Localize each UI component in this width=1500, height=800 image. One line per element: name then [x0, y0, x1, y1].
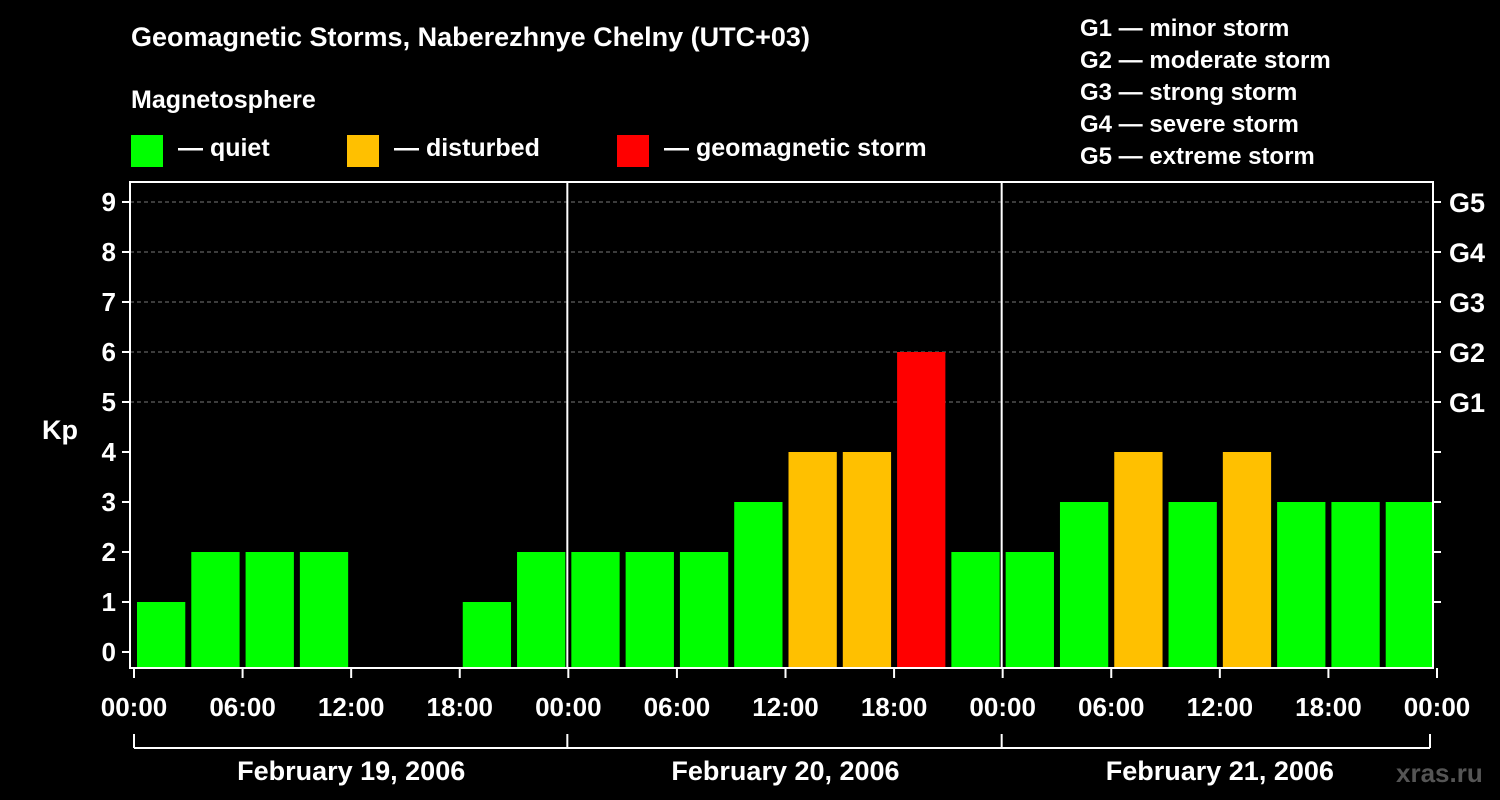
kp-bar — [842, 452, 892, 668]
kp-bar — [1059, 502, 1109, 668]
x-tick-label: 18:00 — [1295, 692, 1362, 722]
g-level-label: G3 — [1449, 288, 1485, 318]
legend-swatch-storm — [617, 135, 649, 167]
x-tick-label: 06:00 — [1078, 692, 1145, 722]
day-label: February 21, 2006 — [1106, 756, 1334, 786]
x-tick-label: 12:00 — [1187, 692, 1254, 722]
watermark: xras.ru — [1396, 758, 1483, 788]
y-tick-label: 3 — [102, 487, 116, 517]
x-tick-label: 06:00 — [644, 692, 711, 722]
x-tick-label: 00:00 — [535, 692, 602, 722]
y-tick-label: 2 — [102, 537, 116, 567]
kp-bar — [245, 552, 294, 668]
g-scale-g5: G5 — extreme storm — [1080, 143, 1315, 170]
x-tick-label: 00:00 — [101, 692, 168, 722]
x-tick-label: 12:00 — [318, 692, 385, 722]
kp-bar — [571, 552, 620, 668]
kp-bar — [1222, 452, 1272, 668]
g-level-label: G5 — [1449, 188, 1485, 218]
kp-bar — [951, 552, 1000, 668]
day-label: February 20, 2006 — [671, 756, 899, 786]
g-level-label: G4 — [1449, 238, 1485, 268]
y-tick-label: 0 — [102, 637, 116, 667]
kp-bar — [625, 552, 674, 668]
g-level-label: G2 — [1449, 338, 1485, 368]
legend-label-disturbed: — disturbed — [394, 134, 540, 162]
kp-bar — [1331, 502, 1380, 668]
kp-bar — [137, 602, 186, 668]
g-level-label: G1 — [1449, 388, 1485, 418]
kp-bar — [1385, 502, 1434, 668]
kp-bar — [734, 502, 783, 668]
y-tick-label: 6 — [102, 337, 116, 367]
y-axis-label: Kp — [42, 415, 78, 445]
y-tick-label: 9 — [102, 187, 116, 217]
plot-frame — [129, 181, 1434, 669]
magnetosphere-subtitle: Magnetosphere — [131, 86, 316, 114]
kp-bar — [1277, 502, 1326, 668]
x-tick-label: 18:00 — [427, 692, 494, 722]
kp-bar — [517, 552, 566, 668]
legend-swatch-disturbed — [347, 135, 379, 167]
x-tick-label: 00:00 — [969, 692, 1036, 722]
g-scale-g3: G3 — strong storm — [1080, 79, 1298, 106]
y-tick-label: 8 — [102, 237, 116, 267]
kp-bar — [897, 352, 946, 668]
kp-bar — [462, 602, 512, 668]
g-scale-g1: G1 — minor storm — [1080, 15, 1290, 42]
day-label: February 19, 2006 — [237, 756, 465, 786]
x-tick-label: 12:00 — [752, 692, 819, 722]
legend-label-storm: — geomagnetic storm — [664, 134, 927, 162]
kp-bar — [299, 552, 349, 668]
kp-bar — [191, 552, 240, 668]
kp-bar — [679, 552, 729, 668]
kp-bar — [1168, 502, 1217, 668]
x-tick-label: 00:00 — [1404, 692, 1471, 722]
legend-label-quiet: — quiet — [178, 134, 270, 162]
y-tick-label: 7 — [102, 287, 116, 317]
g-scale-g4: G4 — severe storm — [1080, 111, 1299, 138]
kp-bar — [788, 452, 837, 668]
x-tick-label: 06:00 — [209, 692, 276, 722]
legend-swatch-quiet — [131, 135, 163, 167]
chart-title: Geomagnetic Storms, Naberezhnye Chelny (… — [131, 22, 810, 52]
y-tick-label: 5 — [102, 387, 116, 417]
y-tick-label: 1 — [102, 587, 116, 617]
x-tick-label: 18:00 — [861, 692, 928, 722]
y-tick-label: 4 — [102, 437, 117, 467]
kp-bar — [1114, 452, 1163, 668]
g-scale-g2: G2 — moderate storm — [1080, 47, 1331, 74]
kp-bar — [1005, 552, 1054, 668]
